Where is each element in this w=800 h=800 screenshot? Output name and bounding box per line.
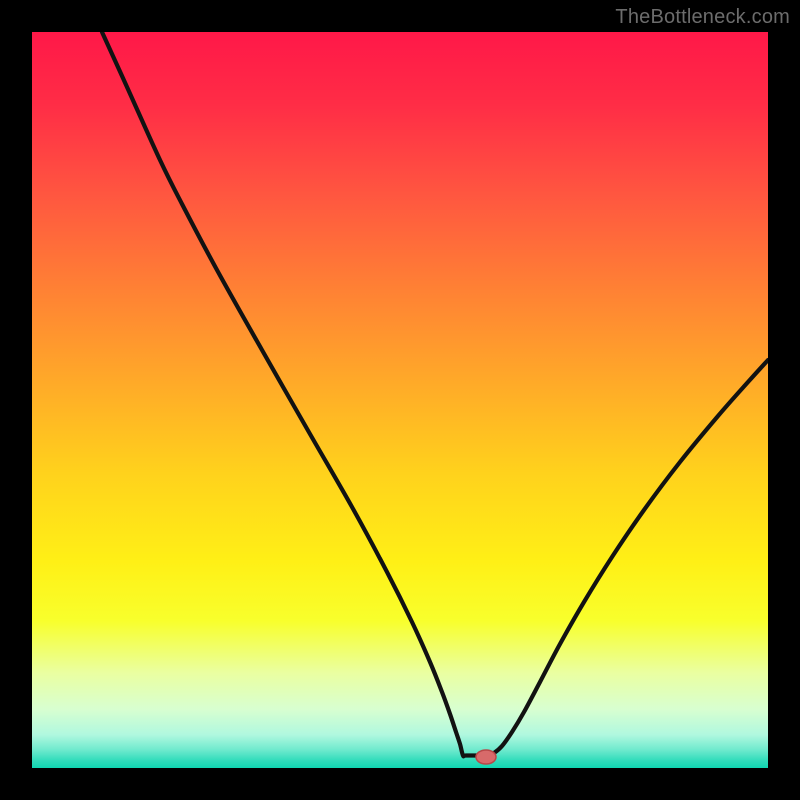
- watermark-text: TheBottleneck.com: [615, 6, 790, 29]
- bottleneck-chart: [32, 32, 768, 768]
- gradient-background: [32, 32, 768, 768]
- chart-frame: TheBottleneck.com: [0, 0, 800, 800]
- plot-area: [32, 32, 768, 768]
- optimal-point-marker: [476, 750, 496, 764]
